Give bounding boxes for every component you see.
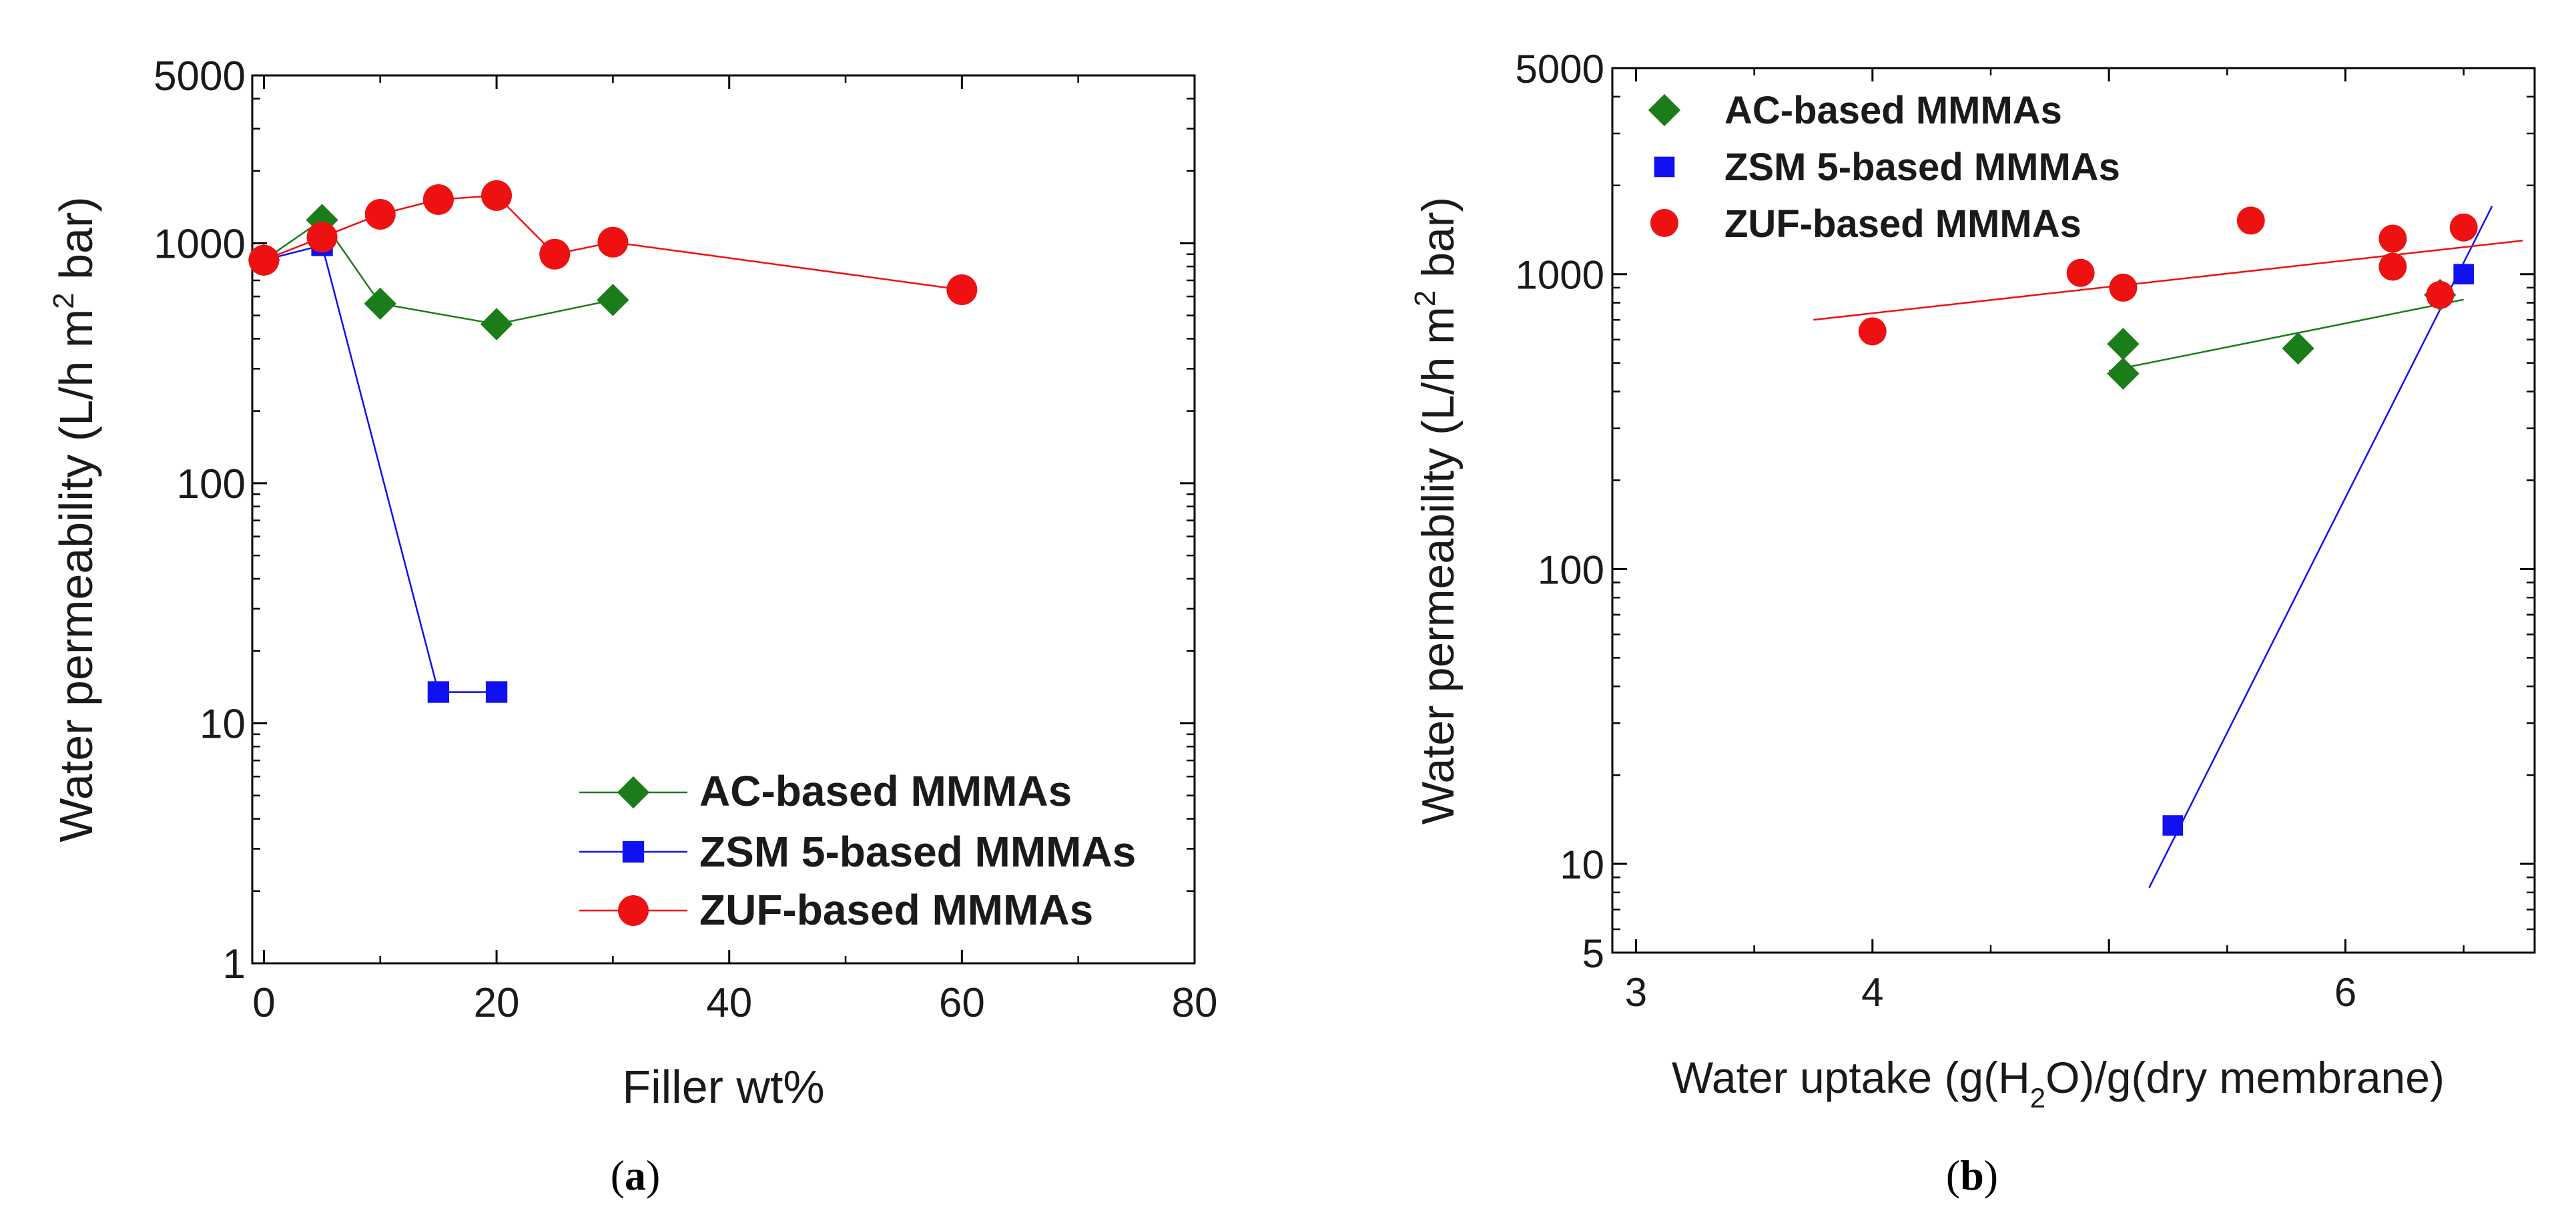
panel-a-y-tick-label: 1 <box>223 941 246 987</box>
panel-a-label: (a) <box>611 1152 661 1199</box>
panel-a-data-point <box>364 287 396 320</box>
panel-b-data-point <box>2107 357 2140 390</box>
panel-b-y-tick-label: 5000 <box>1516 47 1604 91</box>
panel-a-legend-ac: AC-based MMMAs <box>699 767 1072 815</box>
panel-a-data-point <box>427 681 450 703</box>
panel-a-data-point <box>248 244 280 276</box>
panel-a-data-point <box>306 204 338 236</box>
panel-b-y-axis: 5 10 100 1000 5000 <box>1516 47 2535 976</box>
panel-a-y-tick-label: 1000 <box>153 221 246 267</box>
panel-a-legend-marker <box>618 895 649 926</box>
panel-b-data-point <box>2426 280 2455 309</box>
panel-a-x-tick-label: 0 <box>252 980 275 1026</box>
panel-b-data-point <box>2162 815 2184 836</box>
panel-a-data-point <box>422 184 454 215</box>
panel-b-y-tick-label: 5 <box>1582 931 1604 976</box>
panel-b-y-axis-title: Water permeability (L/h m2 bar) <box>1409 197 1464 824</box>
panel-b-x-axis: 3 4 6 <box>1625 68 2465 1015</box>
panel-a-data-point <box>306 222 338 253</box>
panel-b-data-point <box>2236 206 2265 235</box>
panel-a-data-point <box>480 308 513 340</box>
panel-b-fit-line <box>2108 298 2464 372</box>
panel-b-legend-marker <box>1648 93 1681 127</box>
panel-a-y-tick-label: 10 <box>200 701 246 747</box>
panel-a-data-point <box>364 198 396 230</box>
panel-b-plot-frame <box>1611 67 2536 954</box>
panel-b-y-tick-label: 1000 <box>1516 253 1604 298</box>
panel-a-markers <box>248 180 978 703</box>
panel-b-data-point <box>2066 258 2095 287</box>
panel-a-y-tick-label: 100 <box>177 461 246 507</box>
panel-a-data-point <box>597 226 629 258</box>
panel-a: 0 20 40 60 80 1 10 100 1000 5000 Filler wt% Wate… <box>47 53 1217 1199</box>
panel-a-data-point <box>946 274 978 306</box>
panel-b-y-tick-label: 10 <box>1560 842 1604 887</box>
panel-a-data-point <box>481 180 513 211</box>
panel-a-plot-frame <box>251 74 1196 965</box>
panel-b: 3 4 6 5 10 100 1000 5000 Water uptake (g(H2O)/… <box>1409 47 2536 1199</box>
panel-b-data-point <box>2378 224 2407 253</box>
panel-b-data-point <box>2282 332 2314 365</box>
panel-b-markers <box>1858 206 2478 836</box>
panel-a-legend-zsm: ZSM 5-based MMMAs <box>699 828 1136 876</box>
panel-a-legend-zuf: ZUF-based MMMAs <box>699 886 1093 934</box>
panel-a-y-axis-title: Water permeability (L/h m2 bar) <box>47 196 102 842</box>
panel-b-data-point <box>2107 328 2140 360</box>
panel-b-data-point <box>2453 264 2474 285</box>
panel-b-fit-line <box>2148 206 2493 889</box>
panel-b-data-point <box>1858 317 1887 346</box>
panel-a-x-tick-label: 80 <box>1172 980 1218 1026</box>
panel-a-x-tick-label: 20 <box>474 980 520 1026</box>
panel-a-series-line <box>264 244 497 693</box>
panel-b-legend-marker <box>1650 209 1678 237</box>
panel-a-legend-marker <box>622 840 645 863</box>
panel-b-data-point <box>2449 213 2478 242</box>
panel-b-x-axis-title: Water uptake (g(H2O)/g(dry membrane) <box>1672 1053 2445 1114</box>
panel-a-data-point <box>539 238 571 270</box>
panel-b-legend: AC-based MMMAs ZSM 5-based MMMAs ZUF-bas… <box>1648 89 2120 246</box>
panel-a-y-tick-label: 5000 <box>153 53 246 99</box>
panel-b-legend-marker <box>1654 156 1675 178</box>
panel-a-x-axis: 0 20 40 60 80 <box>252 75 1217 1026</box>
panel-a-data-point <box>485 681 508 703</box>
panel-a-x-tick-label: 40 <box>706 980 752 1026</box>
panel-b-fit-lines <box>1813 206 2523 889</box>
panel-a-data-point <box>597 284 629 316</box>
panel-a-legend: AC-based MMMAs ZSM 5-based MMMAs ZUF-bas… <box>579 767 1136 934</box>
panel-b-x-tick-label: 3 <box>1625 970 1647 1015</box>
panel-a-legend-marker <box>617 776 650 809</box>
panel-b-data-point <box>2109 273 2138 302</box>
panel-b-fit-line <box>1813 240 2523 321</box>
panel-b-legend-zsm: ZSM 5-based MMMAs <box>1724 146 2120 189</box>
panel-b-data-point <box>2378 252 2407 281</box>
panel-b-legend-zuf: ZUF-based MMMAs <box>1724 202 2081 246</box>
panel-b-legend-ac: AC-based MMMAs <box>1724 89 2062 132</box>
panel-b-y-tick-label: 100 <box>1538 547 1604 592</box>
panel-b-label: (b) <box>1946 1152 1998 1199</box>
panel-b-x-tick-label: 6 <box>2334 970 2356 1015</box>
panel-b-x-tick-label: 4 <box>1861 970 1883 1015</box>
panel-a-x-tick-label: 60 <box>939 980 985 1026</box>
panel-a-y-axis: 1 10 100 1000 5000 <box>153 53 1195 987</box>
panel-a-x-axis-title: Filler wt% <box>622 1061 824 1113</box>
